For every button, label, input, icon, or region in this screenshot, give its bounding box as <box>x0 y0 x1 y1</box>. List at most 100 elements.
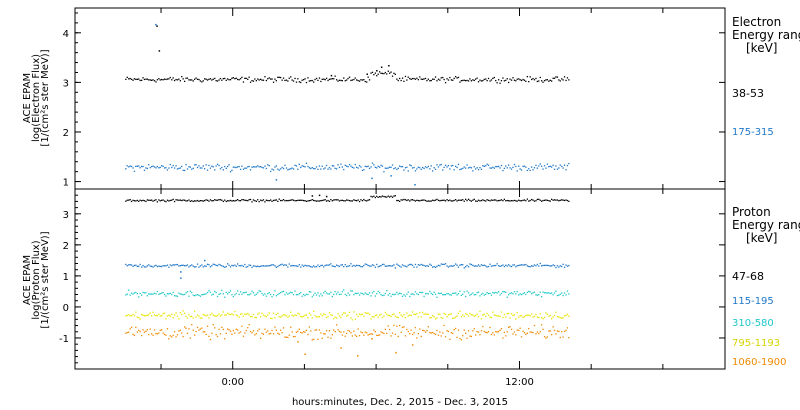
data-point <box>234 332 236 334</box>
data-point <box>351 290 353 292</box>
data-point <box>262 167 265 169</box>
data-point-outlier <box>371 338 373 340</box>
data-point <box>300 166 302 169</box>
data-point <box>307 200 309 202</box>
data-point <box>545 312 547 314</box>
data-point <box>519 315 521 317</box>
data-point <box>532 199 534 201</box>
data-point <box>249 293 252 295</box>
data-point <box>449 199 451 201</box>
data-point <box>215 291 217 294</box>
data-point <box>228 200 230 202</box>
data-point <box>209 338 212 341</box>
data-point <box>361 332 364 334</box>
data-point <box>205 78 207 80</box>
data-point <box>249 264 252 266</box>
data-point <box>477 316 480 318</box>
data-point <box>548 166 550 168</box>
data-point <box>321 295 323 297</box>
data-point <box>406 79 408 81</box>
data-point <box>510 79 513 81</box>
data-point <box>310 291 312 293</box>
data-point <box>290 76 292 78</box>
data-point <box>126 199 128 201</box>
data-point <box>198 266 200 268</box>
data-point <box>542 199 544 202</box>
data-point <box>347 292 349 294</box>
data-point <box>383 73 385 75</box>
data-point <box>262 79 265 81</box>
data-point <box>456 200 458 202</box>
data-point <box>533 200 536 202</box>
data-point <box>202 314 204 316</box>
data-point <box>406 199 408 202</box>
data-point <box>155 81 157 83</box>
data-point <box>551 265 553 267</box>
data-point <box>146 78 148 80</box>
data-point <box>562 263 564 265</box>
data-point <box>374 331 376 333</box>
data-point <box>450 165 452 167</box>
data-point <box>423 199 425 201</box>
data-point <box>175 336 177 338</box>
data-point <box>475 334 477 336</box>
data-point <box>152 266 154 268</box>
data-point <box>239 168 242 170</box>
data-point <box>563 76 566 78</box>
data-point <box>457 199 460 201</box>
data-point <box>188 266 190 268</box>
data-point <box>323 292 325 294</box>
data-point <box>376 195 378 197</box>
data-point <box>363 198 365 201</box>
data-point <box>416 199 418 201</box>
data-point <box>455 263 457 265</box>
data-point <box>482 165 484 167</box>
data-point <box>161 292 163 294</box>
data-point <box>354 77 356 79</box>
data-point <box>472 292 474 294</box>
data-point <box>523 199 526 201</box>
data-point <box>196 294 199 296</box>
data-point <box>158 293 160 295</box>
data-point <box>479 167 481 169</box>
data-point <box>141 165 143 168</box>
data-point <box>528 314 530 316</box>
data-point-outlier <box>318 194 321 197</box>
data-point <box>212 324 214 326</box>
data-point <box>330 337 332 339</box>
data-point <box>447 293 450 295</box>
data-point <box>166 328 169 330</box>
data-point <box>173 314 176 316</box>
data-point <box>420 291 422 294</box>
data-point <box>422 291 424 294</box>
data-point <box>172 164 174 167</box>
data-point <box>462 335 464 337</box>
data-point <box>414 313 417 316</box>
data-point <box>307 333 309 336</box>
data-point <box>251 201 253 203</box>
data-point <box>536 80 538 83</box>
data-point <box>136 165 138 167</box>
data-point <box>447 330 450 333</box>
data-point <box>231 313 233 315</box>
data-point <box>370 265 372 267</box>
data-point <box>439 331 441 333</box>
data-point <box>282 314 285 316</box>
data-point <box>457 266 460 268</box>
data-point <box>189 166 191 168</box>
data-point <box>470 263 472 266</box>
data-point <box>171 265 173 267</box>
data-point <box>553 292 556 294</box>
data-point <box>130 292 133 294</box>
data-point <box>206 314 209 316</box>
data-point <box>268 265 270 267</box>
data-point <box>282 77 285 79</box>
data-point <box>290 199 292 201</box>
data-point <box>515 293 517 295</box>
data-point <box>159 315 161 317</box>
data-point <box>503 198 505 200</box>
data-point <box>198 165 200 167</box>
data-point <box>465 332 467 334</box>
data-point <box>410 78 412 80</box>
data-point <box>265 295 267 297</box>
